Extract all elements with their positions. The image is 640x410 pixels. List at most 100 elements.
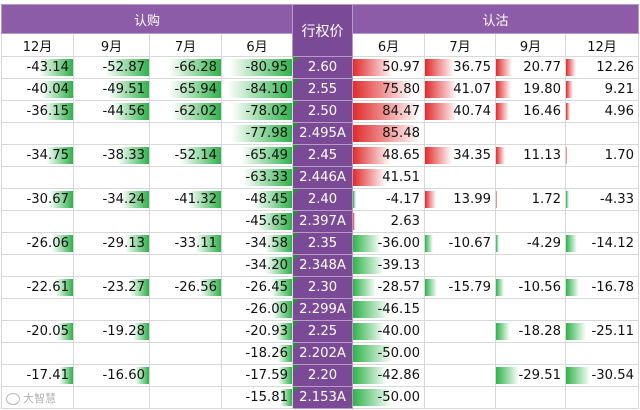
put-p7-cell: 13.99: [424, 188, 496, 211]
call-c9-cell: [73, 210, 150, 233]
put-p9-cell: -29.51: [495, 364, 566, 387]
put-p12-cell: 4.96: [565, 100, 639, 123]
strike-cell: 2.50: [292, 100, 353, 123]
cell-value: -28.57: [377, 280, 420, 295]
put-p6-cell: 48.65: [352, 144, 425, 167]
call-c6-cell: -15.81: [221, 386, 293, 409]
value-bar: [353, 323, 385, 340]
put-p9-cell: 1.72: [495, 188, 566, 211]
value-bar: [45, 147, 73, 164]
cell-value: -43.14: [26, 60, 69, 75]
cell-value: -18.26: [245, 346, 288, 361]
value-bar: [39, 59, 73, 76]
value-bar: [265, 235, 292, 252]
value-bar: [277, 345, 292, 362]
call-c6-cell: -34.58: [221, 232, 293, 255]
cell-value: -26.56: [174, 280, 217, 295]
call-c7-cell: [149, 166, 222, 189]
value-bar: [135, 367, 149, 384]
value-bar: [353, 59, 394, 76]
put-p9-cell: -10.56: [495, 276, 566, 299]
call-c6-cell: -48.45: [221, 188, 293, 211]
put-p6-cell: 85.48: [352, 122, 425, 145]
value-bar: [59, 367, 73, 384]
cell-value: -36.15: [26, 104, 69, 119]
cell-value: -14.12: [591, 236, 634, 251]
cell-value: -78.02: [245, 104, 288, 119]
call-c9-cell: [73, 342, 150, 365]
value-bar: [425, 81, 457, 98]
value-bar: [496, 103, 509, 120]
put-p7-cell: -10.67: [424, 232, 496, 255]
cell-value: 12.26: [596, 60, 634, 75]
call-c12-cell: [1, 122, 74, 145]
call-c6-cell: -80.95: [221, 56, 293, 79]
call-c7-cell: [149, 122, 222, 145]
put-p12-cell: [565, 386, 639, 409]
put-p7-cell: 34.35: [424, 144, 496, 167]
call-c7-cell: -33.11: [149, 232, 222, 255]
cell-value: 41.07: [453, 82, 491, 97]
call-c7-cell: -65.94: [149, 78, 222, 101]
call-c9-cell: [73, 166, 150, 189]
table-row: -77.98 2.495A 85.48: [1, 122, 639, 145]
value-bar: [353, 345, 393, 362]
call-c6-cell: -77.98: [221, 122, 293, 145]
put-p9-cell: -18.28: [495, 320, 566, 343]
cell-value: -46.15: [377, 302, 420, 317]
put-p9-cell: [495, 342, 566, 365]
put-p7-cell: [424, 364, 496, 387]
value-bar: [496, 279, 505, 296]
cell-value: -62.02: [174, 104, 217, 119]
call-month-header: 6月: [221, 33, 293, 57]
strike-cell: 2.35: [292, 232, 353, 255]
put-p12-cell: -14.12: [565, 232, 639, 255]
value-bar: [353, 235, 382, 252]
table-row: -18.26 2.202A -50.00: [1, 342, 639, 365]
value-bar: [200, 279, 221, 296]
cell-value: -22.61: [26, 280, 69, 295]
cell-value: 9.21: [604, 82, 634, 97]
value-bar: [111, 103, 149, 120]
call-c9-cell: [73, 386, 150, 409]
value-bar: [566, 235, 578, 252]
put-p7-cell: 41.07: [424, 78, 496, 101]
cell-value: 40.74: [453, 104, 491, 119]
cell-value: -23.27: [102, 280, 145, 295]
cell-value: -52.14: [174, 148, 217, 163]
value-bar: [496, 367, 519, 384]
strike-cell: 2.45: [292, 144, 353, 167]
put-p6-cell: 41.51: [352, 166, 425, 189]
call-c9-cell: -52.87: [73, 56, 150, 79]
value-bar: [168, 81, 221, 98]
call-c9-cell: [73, 122, 150, 145]
value-bar: [566, 147, 568, 164]
cell-value: -44.56: [102, 104, 145, 119]
watermark: 大智慧: [6, 390, 56, 406]
value-bar: [229, 59, 292, 76]
value-bar: [496, 59, 512, 76]
value-bar: [566, 103, 570, 120]
put-p9-cell: 16.46: [495, 100, 566, 123]
call-month-header: 9月: [73, 33, 150, 57]
table-body: -43.14 -52.87 -66.28 -80.95 2.60 50.97 36.75 20…: [1, 56, 639, 409]
value-bar: [55, 279, 73, 296]
table-row: -43.14 -52.87 -66.28 -80.95 2.60 50.97 36.75 20…: [1, 56, 639, 79]
cell-value: -10.56: [518, 280, 561, 295]
call-c6-cell: -63.33: [221, 166, 293, 189]
strike-cell: 2.20: [292, 364, 353, 387]
value-bar: [566, 59, 576, 76]
call-c6-cell: -45.65: [221, 210, 293, 233]
call-c6-cell: -84.10: [221, 78, 293, 101]
value-bar: [48, 191, 73, 208]
put-p9-cell: -4.29: [495, 232, 566, 255]
cell-value: -16.60: [102, 368, 145, 383]
cell-value: -26.45: [245, 280, 288, 295]
put-p12-cell: [565, 166, 639, 189]
strike-cell: 2.60: [292, 56, 353, 79]
strike-cell: 2.348A: [292, 254, 353, 277]
call-c9-cell: -23.27: [73, 276, 150, 299]
value-bar: [104, 59, 149, 76]
put-p12-cell: -30.54: [565, 364, 639, 387]
cell-value: 19.80: [523, 82, 561, 97]
